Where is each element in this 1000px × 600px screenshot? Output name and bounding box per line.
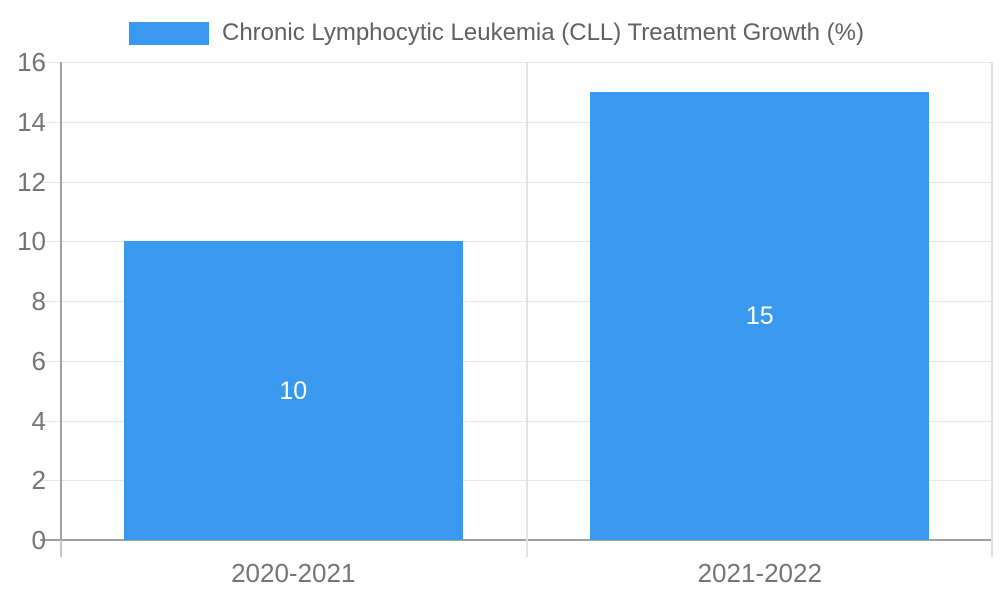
y-gridline: [40, 181, 993, 183]
y-gridline: [40, 62, 993, 63]
y-gridline: [40, 301, 993, 302]
y-axis-tick-label: 2: [31, 465, 46, 496]
y-axis-tick-label: 10: [17, 226, 46, 257]
y-axis-tick-label: 12: [17, 166, 46, 197]
bar-value-label: 15: [745, 301, 774, 330]
x-axis-baseline: [40, 539, 993, 541]
y-gridline: [40, 241, 993, 243]
y-gridline: [40, 480, 993, 482]
y-axis-tick-label: 0: [31, 525, 46, 555]
y-axis-tick-label: 14: [17, 106, 46, 137]
y-axis-tick-label: 4: [31, 405, 46, 436]
y-axis-tick-label: 6: [31, 345, 46, 376]
y-gridline: [40, 420, 993, 422]
y-axis-line: [60, 62, 62, 540]
legend-swatch: [129, 21, 209, 45]
x-axis-tick-label: 2021-2022: [697, 558, 822, 588]
bar-value-label: 10: [279, 376, 308, 405]
bar-2021-2022[interactable]: [590, 91, 930, 540]
x-axis-tick: [525, 540, 528, 557]
x-axis-tick: [60, 540, 62, 557]
y-axis-tick-label: 16: [17, 47, 46, 77]
x-axis-tick-label: 2020-2021: [231, 558, 356, 588]
legend-label: Chronic Lymphocytic Leukemia (CLL) Treat…: [222, 19, 864, 46]
category-separator-line: [525, 62, 528, 540]
plot-right-border: [991, 62, 993, 540]
y-axis-tick-label: 8: [31, 286, 46, 316]
y-gridline: [40, 121, 993, 123]
bar-2020-2021[interactable]: [123, 241, 463, 540]
x-axis-tick: [991, 540, 993, 557]
y-gridline: [40, 360, 993, 362]
legend-item[interactable]: Chronic Lymphocytic Leukemia (CLL) Treat…: [129, 19, 864, 47]
